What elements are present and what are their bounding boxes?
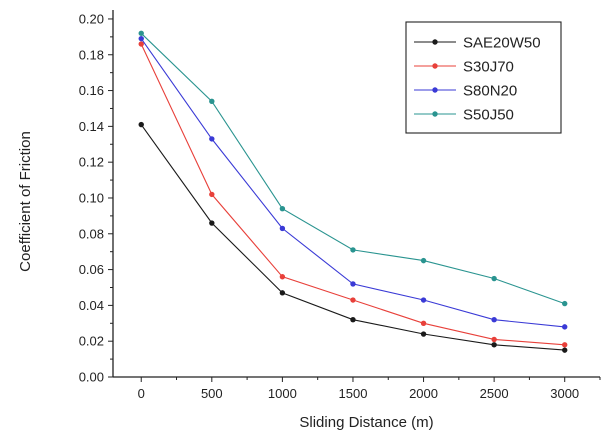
y-axis-title: Coefficient of Friction [17,131,34,272]
data-point [562,342,568,348]
series-line [140,124,565,351]
data-point [350,317,356,323]
data-point [350,297,356,303]
data-point [279,274,286,280]
axes: 0.00 0.02 0.04 0.06 0.08 0.10 0.12 0.14 0.16 0.18… [79,10,601,401]
x-tick-label: 1000 [268,386,297,401]
data-point [491,275,497,282]
legend-label: S30J70 [463,59,514,76]
data-point [350,247,356,253]
data-point [209,191,215,198]
legend-label: S50J50 [463,107,514,124]
y-tick-label: 0.18 [79,47,104,62]
x-tick-label: 1500 [339,386,368,401]
y-tick-label: 0.04 [79,298,104,313]
y-tick-label: 0.02 [79,334,104,349]
data-point [209,220,215,226]
series-layer [138,30,568,353]
data-point [279,206,286,212]
y-tick-label: 0.00 [79,370,104,385]
legend-marker [432,63,438,69]
legend: SAE20W50 S30J70 S80N20 S50J50 [405,21,562,134]
y-tick-label: 0.14 [79,119,104,134]
y-tick-label: 0.20 [79,11,104,26]
data-point [138,41,144,47]
data-point [138,121,144,128]
data-point [420,331,427,337]
y-tick-label: 0.10 [79,190,104,205]
data-point [562,300,568,307]
data-point [350,281,356,287]
data-point [562,324,568,330]
data-point [279,290,286,296]
x-axis-title: Sliding Distance (m) [299,414,433,431]
data-point [138,35,144,42]
legend-marker [432,111,438,117]
x-tick-label: 2500 [480,386,509,401]
x-tick-label: 500 [201,386,223,401]
data-point [209,98,215,105]
x-tick-label: 3000 [550,386,579,401]
x-tick-label: 2000 [409,386,438,401]
data-point [491,317,497,323]
y-tick-label: 0.16 [79,83,104,98]
legend-label: SAE20W50 [463,35,541,52]
legend-marker [432,87,438,93]
data-point [420,297,427,303]
legend-label: S80N20 [463,83,517,100]
data-point [279,225,286,232]
data-point [420,257,427,264]
legend-marker [432,39,438,45]
data-point [420,320,427,326]
x-tick-label: 0 [138,386,145,401]
data-point [209,136,215,142]
data-point [562,347,568,353]
data-point [138,30,144,36]
y-tick-label: 0.12 [79,155,104,170]
data-point [491,342,497,348]
data-point [491,336,497,343]
y-tick-label: 0.08 [79,226,104,241]
y-tick-label: 0.06 [79,262,104,277]
